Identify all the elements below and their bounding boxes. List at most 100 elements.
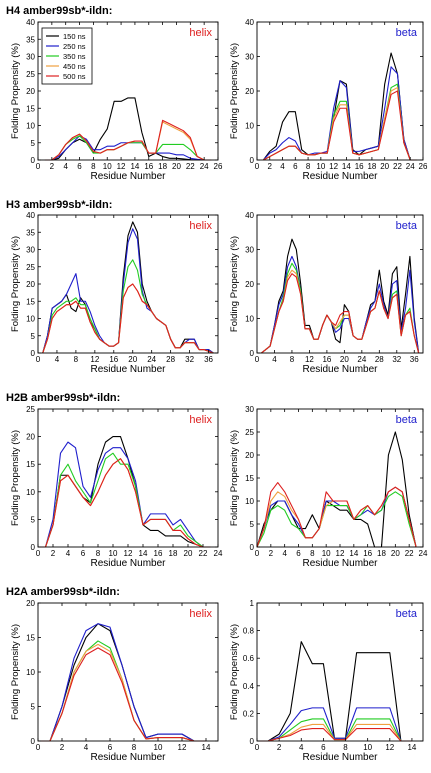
y-tick-label: 1 bbox=[250, 599, 255, 608]
panel-h2b-beta: 0 2 4 6 8 10 12 14 16 18 20 22 24051015202530Residue… bbox=[229, 405, 428, 569]
y-tick-label: 25 bbox=[26, 405, 35, 414]
x-tick-label: 2 bbox=[277, 743, 282, 752]
y-tick-label: 20 bbox=[26, 280, 35, 289]
x-tick-label: 26 bbox=[419, 162, 428, 171]
series-line-350ns bbox=[261, 262, 420, 354]
x-axis-label: Residue Number bbox=[90, 752, 166, 763]
x-tick-label: 16 bbox=[363, 549, 372, 558]
x-tick-label: 4 bbox=[66, 549, 71, 558]
y-tick-label: 5 bbox=[250, 520, 255, 529]
series-line-150ns bbox=[42, 221, 214, 354]
x-tick-label: 14 bbox=[342, 162, 351, 171]
x-tick-label: 24 bbox=[419, 549, 428, 558]
panel-label-helix: helix bbox=[189, 220, 212, 232]
x-tick-label: 26 bbox=[214, 162, 223, 171]
row-title-h2a: H2A amber99sb*-ildn: bbox=[6, 586, 120, 598]
y-tick-label: 0 bbox=[31, 156, 36, 165]
x-tick-label: 22 bbox=[405, 549, 414, 558]
x-tick-label: 8 bbox=[310, 549, 315, 558]
series-line-250ns bbox=[261, 255, 420, 354]
x-tick-label: 6 bbox=[296, 549, 301, 558]
y-axis-label: Folding Propensity (%) bbox=[229, 430, 240, 526]
y-tick-label: 15 bbox=[26, 297, 35, 306]
x-tick-label: 28 bbox=[166, 355, 175, 364]
series-line-450ns bbox=[256, 486, 417, 548]
series-line-500ns bbox=[38, 458, 211, 548]
x-tick-label: 4 bbox=[55, 355, 60, 364]
panel-label-beta: beta bbox=[396, 220, 418, 232]
x-tick-label: 8 bbox=[74, 355, 79, 364]
x-tick-label: 0 bbox=[36, 355, 41, 364]
x-tick-label: 16 bbox=[322, 355, 331, 364]
x-tick-label: 8 bbox=[96, 549, 101, 558]
x-tick-label: 12 bbox=[305, 355, 314, 364]
y-tick-label: 5 bbox=[31, 703, 36, 712]
series-line-350ns bbox=[38, 452, 211, 548]
series-line-150ns bbox=[38, 436, 211, 548]
x-tick-label: 16 bbox=[355, 162, 364, 171]
x-tick-label: 12 bbox=[90, 355, 99, 364]
series-line-150ns bbox=[261, 238, 420, 354]
x-tick-label: 0 bbox=[255, 355, 260, 364]
x-tick-label: 12 bbox=[385, 743, 394, 752]
panel-h2a-beta: 0 2 4 6 8 10 12 14 0 0.2 0.4 0.6 0.8 1 Residue Number F… bbox=[229, 599, 424, 763]
series-line-450ns bbox=[38, 643, 206, 742]
x-tick-label: 10 bbox=[109, 549, 118, 558]
x-tick-label: 20 bbox=[391, 549, 400, 558]
x-tick-label: 10 bbox=[154, 743, 163, 752]
x-tick-label: 0 bbox=[36, 743, 41, 752]
x-axis-label: Residue Number bbox=[90, 171, 166, 182]
x-tick-label: 12 bbox=[329, 162, 338, 171]
y-tick-label: 20 bbox=[26, 599, 35, 608]
y-tick-label: 10 bbox=[26, 315, 35, 324]
x-tick-label: 10 bbox=[363, 743, 372, 752]
series-line-500ns bbox=[256, 482, 417, 548]
x-tick-label: 16 bbox=[144, 162, 153, 171]
series-line-500ns bbox=[44, 119, 212, 161]
x-tick-label: 2 bbox=[268, 162, 273, 171]
x-tick-label: 4 bbox=[63, 162, 68, 171]
x-tick-label: 24 bbox=[147, 355, 156, 364]
x-tick-label: 24 bbox=[214, 549, 223, 558]
y-axis-label: Folding Propensity (%) bbox=[10, 430, 21, 526]
y-tick-label: 20 bbox=[245, 87, 254, 96]
x-tick-label: 12 bbox=[124, 549, 133, 558]
x-tick-label: 12 bbox=[117, 162, 126, 171]
x-tick-label: 4 bbox=[282, 549, 287, 558]
y-tick-label: 30 bbox=[245, 246, 254, 255]
y-tick-label: 5 bbox=[31, 139, 36, 148]
x-tick-label: 10 bbox=[322, 549, 331, 558]
y-tick-label: 20 bbox=[26, 433, 35, 442]
series-line-250ns bbox=[38, 441, 211, 548]
x-tick-label: 8 bbox=[132, 743, 137, 752]
series-line-450ns bbox=[38, 458, 211, 548]
y-tick-label: 10 bbox=[26, 122, 35, 131]
y-axis-label: Folding Propensity (%) bbox=[229, 236, 240, 332]
x-tick-label: 2 bbox=[50, 162, 55, 171]
y-tick-label: 0 bbox=[250, 543, 255, 552]
series-line-350ns bbox=[263, 83, 417, 161]
x-tick-label: 4 bbox=[272, 355, 277, 364]
x-tick-label: 24 bbox=[200, 162, 209, 171]
y-tick-label: 30 bbox=[245, 405, 254, 414]
panel-h4-beta: 0 2 4 6 8 10 12 14 16 18 20 22 24 26010203040Residue … bbox=[229, 18, 428, 182]
y-tick-label: 30 bbox=[26, 246, 35, 255]
x-axis-label: Residue Number bbox=[302, 171, 378, 182]
panel-h2a-helix: 0 2 4 6 8 10 12 14 0 5 10 15 20 Residue Number Folding… bbox=[10, 599, 219, 763]
y-tick-label: 20 bbox=[245, 280, 254, 289]
axes-frame bbox=[37, 602, 219, 742]
x-tick-label: 22 bbox=[199, 549, 208, 558]
series-line-250ns bbox=[256, 486, 417, 548]
x-tick-label: 12 bbox=[336, 549, 345, 558]
x-tick-label: 6 bbox=[108, 743, 113, 752]
panel-label-beta: beta bbox=[396, 608, 418, 620]
y-tick-label: 10 bbox=[26, 488, 35, 497]
y-tick-label: 40 bbox=[26, 211, 35, 220]
x-tick-label: 6 bbox=[293, 162, 298, 171]
legend-entry: 250 ns bbox=[63, 42, 86, 51]
x-tick-label: 6 bbox=[77, 162, 82, 171]
x-tick-label: 18 bbox=[367, 162, 376, 171]
y-axis-label: Folding Propensity (%) bbox=[229, 624, 240, 720]
x-tick-label: 6 bbox=[321, 743, 326, 752]
series-line-500ns bbox=[257, 728, 412, 742]
